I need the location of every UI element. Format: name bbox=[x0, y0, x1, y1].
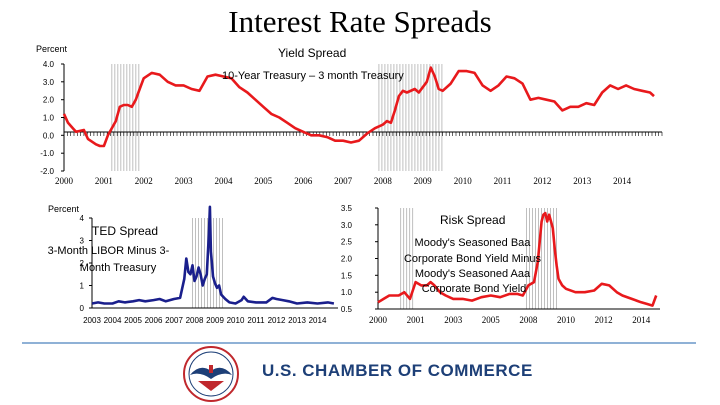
risk-y-tick-label: 3.0 bbox=[341, 221, 353, 230]
risk-y-tick-label: 1.5 bbox=[341, 271, 353, 280]
ted-x-tick-label: 2007 bbox=[165, 316, 183, 325]
yield-x-tick-label: 2008 bbox=[374, 176, 393, 186]
yield-x-tick-label: 2005 bbox=[254, 176, 273, 186]
yield-y-tick-label: 2.0 bbox=[43, 96, 55, 105]
risk-y-tick-label: 2.0 bbox=[341, 255, 353, 264]
risk-x-tick-label: 2012 bbox=[595, 315, 613, 325]
organization-name: U.S. CHAMBER OF COMMERCE bbox=[262, 361, 533, 380]
ted-x-tick-label: 2013 bbox=[288, 316, 306, 325]
risk-chart-title: Risk Spread bbox=[440, 213, 505, 227]
ted-x-tick-label: 2014 bbox=[309, 316, 327, 325]
ted-y-tick-label: 1 bbox=[80, 282, 85, 291]
ted-ylabel: Percent bbox=[48, 204, 80, 214]
ted-x-tick-label: 2010 bbox=[227, 316, 245, 325]
yield-x-tick-label: 2010 bbox=[454, 176, 473, 186]
ted-x-tick-label: 2006 bbox=[145, 316, 163, 325]
ted-chart-title: TED Spread bbox=[92, 224, 158, 238]
yield-x-tick-label: 2006 bbox=[294, 176, 313, 186]
yield-recession-shading bbox=[111, 64, 443, 171]
risk-y-ticks: 3.5 3.0 2.5 2.0 1.5 1.0 0.5 bbox=[341, 204, 378, 314]
ted-annotation: 3-Month LIBOR Minus 3- Month Treasury bbox=[48, 245, 173, 274]
yield-x-tick-label: 2012 bbox=[533, 176, 551, 186]
footer-divider bbox=[22, 342, 696, 344]
risk-spread-line bbox=[377, 211, 658, 307]
yield-y-tick-label: -1.0 bbox=[40, 149, 54, 158]
risk-y-tick-label: 2.5 bbox=[341, 238, 353, 247]
ted-x-tick-label: 2011 bbox=[247, 316, 265, 325]
ted-x-tick-label: 2009 bbox=[206, 316, 224, 325]
yield-y-tick-label: 3.0 bbox=[43, 78, 55, 87]
yield-x-tick-label: 2002 bbox=[135, 176, 153, 186]
yield-x-tick-label: 2000 bbox=[55, 176, 74, 186]
risk-x-tick-label: 2005 bbox=[482, 315, 501, 325]
yield-x-tick-label: 2009 bbox=[414, 176, 433, 186]
risk-x-tick-label: 2001 bbox=[407, 315, 425, 325]
risk-x-tick-label: 2010 bbox=[557, 315, 576, 325]
yield-x-tick-label: 2003 bbox=[175, 176, 194, 186]
ted-x-tick-label: 2003 bbox=[83, 316, 101, 325]
risk-y-tick-label: 1.0 bbox=[341, 288, 353, 297]
ted-x-ticks: 2003 2004 2005 2006 2007 2008 2009 2010 2011 2012… bbox=[83, 316, 327, 325]
risk-x-tick-label: 2003 bbox=[444, 315, 463, 325]
yield-y-tick-label: -2.0 bbox=[40, 167, 54, 176]
yield-x-ticks: 2000 2001 2002 2003 2004 2005 2006 2007 2008 2009… bbox=[55, 176, 632, 186]
yield-chart-title: Yield Spread bbox=[278, 46, 346, 60]
ted-y-tick-label: 0 bbox=[80, 304, 85, 313]
risk-x-tick-label: 2008 bbox=[519, 315, 538, 325]
yield-annotation: 10-Year Treasury – 3 month Treasury bbox=[222, 70, 404, 82]
ted-y-ticks: 4 3 2 1 0 bbox=[80, 214, 92, 313]
yield-x-tick-label: 2004 bbox=[215, 176, 234, 186]
ted-y-tick-label: 2 bbox=[80, 259, 85, 268]
risk-x-ticks: 2000 2001 2003 2005 2008 2010 2012 2014 bbox=[369, 315, 651, 325]
ted-x-tick-label: 2005 bbox=[124, 316, 142, 325]
yield-x-minor-ticks bbox=[63, 132, 663, 136]
risk-spread-chart: 3.53.02.52.01.51.00.5 2000 2001 2003 2005 20… bbox=[341, 204, 660, 325]
yield-y-tick-label: 1.0 bbox=[43, 114, 55, 123]
yield-ylabel: Percent bbox=[36, 44, 68, 54]
chamber-seal-logo bbox=[183, 346, 239, 402]
yield-spread-line bbox=[62, 66, 655, 148]
risk-annotation: Moody's Seasoned Baa Corporate Bond Yiel… bbox=[404, 237, 544, 295]
ted-x-tick-label: 2004 bbox=[104, 316, 122, 325]
yield-y-ticks: 4.0 3.0 2.0 1.0 0.0 -1.0 -2.0 bbox=[40, 60, 64, 176]
yield-y-tick-label: 4.0 bbox=[43, 60, 55, 69]
risk-x-tick-label: 2000 bbox=[369, 315, 388, 325]
yield-x-tick-label: 2014 bbox=[613, 176, 632, 186]
yield-x-tick-label: 2007 bbox=[334, 176, 353, 186]
yield-y-tick-label: 0.0 bbox=[43, 131, 55, 140]
ted-y-tick-label: 3 bbox=[80, 237, 85, 246]
risk-x-tick-label: 2014 bbox=[632, 315, 651, 325]
ted-x-tick-label: 2008 bbox=[186, 316, 204, 325]
ted-x-tick-label: 2012 bbox=[268, 316, 286, 325]
yield-spread-chart: 4.0 3.0 2.0 1.0 0.0 -1.0 -2.0 2000 2001 2002 2003… bbox=[36, 44, 663, 186]
risk-y-tick-label: 0.5 bbox=[341, 305, 353, 314]
yield-x-tick-label: 2011 bbox=[494, 176, 512, 186]
yield-x-tick-label: 2001 bbox=[95, 176, 113, 186]
yield-x-tick-label: 2013 bbox=[573, 176, 592, 186]
risk-y-tick-label: 3.5 bbox=[341, 204, 353, 213]
ted-y-tick-label: 4 bbox=[80, 214, 85, 223]
charts-svg: 4.0 3.0 2.0 1.0 0.0 -1.0 -2.0 2000 2001 2002 2003… bbox=[36, 44, 663, 325]
page-title: Interest Rate Spreads bbox=[228, 4, 492, 39]
ted-spread-line bbox=[91, 205, 335, 305]
